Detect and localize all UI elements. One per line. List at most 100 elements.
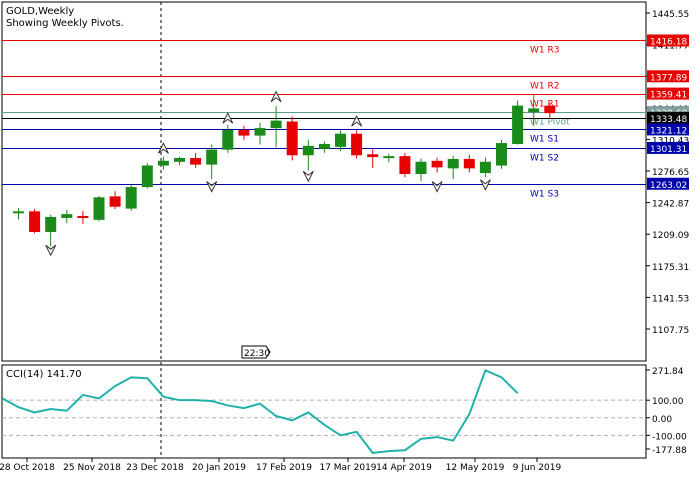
time-tick-label-8: 9 Jun 2019 bbox=[513, 463, 562, 473]
candle-5 bbox=[93, 195, 105, 222]
candle-32 bbox=[528, 94, 540, 126]
candle-28 bbox=[463, 154, 475, 173]
price-badge-bg-7 bbox=[647, 177, 689, 190]
candle-body-10 bbox=[174, 158, 185, 162]
candle-body-23 bbox=[383, 156, 395, 159]
crosshair-time-label: 22:30 bbox=[244, 349, 270, 359]
time-tick-label-2: 23 Dec 2018 bbox=[126, 463, 184, 473]
candle-30 bbox=[496, 139, 507, 169]
candle-9 bbox=[157, 156, 169, 170]
pivot-label-1: W1 R2 bbox=[530, 82, 559, 92]
candle-7 bbox=[125, 184, 137, 211]
pivot-label-5: W1 S2 bbox=[530, 154, 559, 164]
candle-body-33 bbox=[544, 105, 556, 114]
candle-33 bbox=[544, 104, 556, 119]
price-badge-label-7: 1263.02 bbox=[650, 181, 687, 191]
pivot-label-2: W1 R1 bbox=[530, 100, 559, 110]
cci-tick-label-1: 100.00 bbox=[652, 397, 684, 407]
time-tick-label-0: 28 Oct 2018 bbox=[0, 463, 55, 473]
main-panel-frame: 22:30 bbox=[1, 1, 647, 459]
candle-body-12 bbox=[206, 149, 218, 165]
candle-body-20 bbox=[335, 133, 346, 147]
price-tick-label-10: 1107.75 bbox=[652, 326, 689, 336]
fractal-down-5 bbox=[302, 170, 314, 183]
price-badge-bg-6 bbox=[647, 141, 689, 154]
price-badge-label-4: 1333.48 bbox=[650, 115, 687, 125]
candle-3 bbox=[61, 209, 73, 224]
price-badge-bg-0 bbox=[647, 34, 689, 47]
time-tick-label-4: 17 Feb 2019 bbox=[256, 463, 312, 473]
fractal-up-4 bbox=[270, 90, 282, 103]
price-badge-bg-1 bbox=[647, 70, 689, 83]
candle-27 bbox=[447, 155, 459, 180]
cci-tick-label-4: -177.88 bbox=[652, 446, 687, 456]
indicator-subtitle: Showing Weekly Pivots. bbox=[6, 18, 124, 29]
candle-body-16 bbox=[270, 120, 282, 129]
candle-body-27 bbox=[447, 158, 459, 169]
candle-body-1 bbox=[29, 211, 41, 232]
cci-panel: 271.84 100.00 0.00 -100.00 -177.88 bbox=[1, 367, 687, 456]
pivot-label-3: W1 Pivot bbox=[530, 118, 570, 128]
candle-body-9 bbox=[157, 160, 169, 166]
time-tick-label-1: 25 Nov 2018 bbox=[63, 463, 121, 473]
candle-body-29 bbox=[479, 161, 491, 174]
cci-series-line bbox=[1, 368, 519, 454]
time-tick-label-5: 17 Mar 2019 bbox=[319, 463, 376, 473]
crosshair-time-frame bbox=[241, 345, 271, 359]
price-tick-label-8: 1175.31 bbox=[652, 263, 689, 273]
cci-label: CCI(14) 141.70 bbox=[6, 369, 82, 380]
candle-11 bbox=[190, 152, 202, 168]
fractal-down-8 bbox=[479, 179, 491, 191]
time-tick-label-7: 12 May 2019 bbox=[446, 463, 505, 473]
fractal-up-1 bbox=[157, 142, 169, 154]
price-badge-bg-5 bbox=[647, 123, 689, 136]
candle-body-18 bbox=[302, 145, 314, 156]
candle-0 bbox=[13, 208, 24, 220]
candle-1 bbox=[29, 209, 41, 234]
candle-25 bbox=[415, 158, 427, 181]
price-tick-label-7: 1209.09 bbox=[652, 231, 689, 241]
pivot-label-0: W1 R3 bbox=[530, 46, 559, 56]
candle-body-6 bbox=[109, 196, 121, 207]
price-badge-label-5: 1321.12 bbox=[650, 126, 687, 136]
symbol-title: GOLD,Weekly bbox=[6, 6, 74, 17]
candle-body-3 bbox=[61, 214, 73, 218]
price-tick-label-5: 1276.65 bbox=[652, 168, 689, 178]
candle-body-13 bbox=[222, 129, 234, 150]
price-tick-label-6: 1242.87 bbox=[652, 200, 689, 210]
candle-24 bbox=[399, 152, 411, 178]
fractal-up-6 bbox=[351, 114, 363, 127]
price-badge-bg-2 bbox=[647, 87, 689, 100]
candle-15 bbox=[254, 122, 266, 145]
main-frame bbox=[1, 1, 647, 362]
cci-tick-label-2: 0.00 bbox=[652, 415, 672, 425]
candle-2 bbox=[45, 214, 57, 247]
cci-frame bbox=[1, 364, 647, 459]
candle-19 bbox=[318, 141, 330, 153]
price-tick-label-0: 1445.55 bbox=[652, 10, 689, 20]
candle-body-26 bbox=[431, 160, 443, 168]
candle-body-5 bbox=[93, 197, 105, 220]
candle-body-24 bbox=[399, 156, 411, 174]
candle-body-0 bbox=[13, 211, 24, 214]
price-axis: 1445.551411.771377.891344.011310.431276.… bbox=[646, 10, 689, 336]
candle-body-15 bbox=[254, 128, 266, 136]
candle-8 bbox=[141, 163, 153, 189]
candles bbox=[13, 94, 556, 247]
time-tick-label-6: 14 Apr 2019 bbox=[376, 463, 432, 473]
candle-13 bbox=[222, 124, 234, 153]
candle-23 bbox=[383, 153, 395, 163]
candle-body-25 bbox=[415, 161, 427, 174]
candle-body-2 bbox=[45, 216, 57, 232]
candle-22 bbox=[367, 149, 379, 168]
candle-12 bbox=[206, 144, 218, 180]
price-tick-label-1: 1411.77 bbox=[652, 42, 689, 52]
fractal-up-3 bbox=[222, 112, 234, 124]
pivot-label-6: W1 S3 bbox=[530, 190, 559, 200]
candle-21 bbox=[351, 130, 363, 159]
cci-tick-label-3: -100.00 bbox=[652, 432, 687, 442]
candle-20 bbox=[335, 130, 346, 152]
candle-body-28 bbox=[463, 158, 475, 169]
